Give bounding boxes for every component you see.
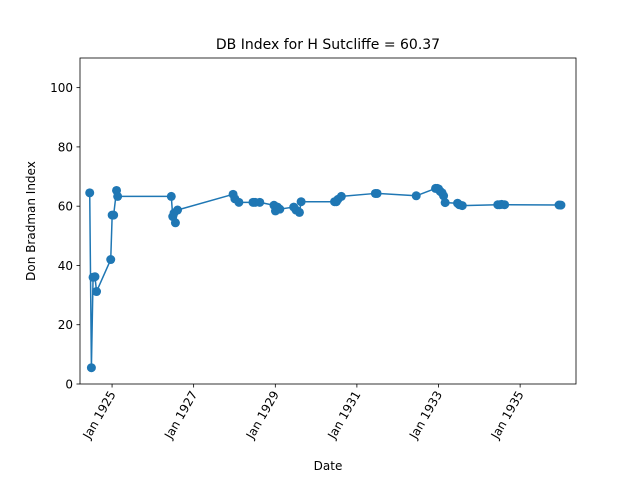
data-point [439, 191, 449, 201]
data-point [255, 197, 265, 207]
data-point [296, 197, 306, 207]
y-tick-label: 40 [58, 259, 73, 273]
data-point [106, 255, 116, 265]
axes-frame [79, 57, 577, 385]
data-point [109, 210, 119, 220]
data-point [85, 188, 95, 198]
data-point [275, 204, 285, 214]
data-point [166, 191, 176, 201]
chart-title: DB Index for H Sutcliffe = 60.37 [216, 37, 440, 53]
data-point [500, 200, 510, 210]
data-point [457, 201, 467, 211]
y-tick-label: 80 [58, 140, 73, 154]
data-point [372, 188, 382, 198]
data-point [336, 191, 346, 201]
data-point [440, 198, 450, 208]
y-axis-label: Don Bradman Index [24, 161, 38, 281]
data-point [170, 218, 180, 228]
y-tick-label: 60 [58, 200, 73, 214]
data-point [556, 200, 566, 210]
data-point [92, 287, 102, 297]
y-tick-label: 0 [65, 378, 73, 392]
data-point [113, 191, 123, 201]
y-tick-label: 20 [58, 318, 73, 332]
y-tick-label: 100 [50, 81, 73, 95]
data-point [86, 363, 96, 373]
data-point [173, 205, 183, 215]
data-point [234, 197, 244, 207]
data-point [411, 191, 421, 201]
data-point [90, 272, 100, 282]
x-axis-label: Date [314, 459, 343, 473]
data-point [294, 207, 304, 217]
